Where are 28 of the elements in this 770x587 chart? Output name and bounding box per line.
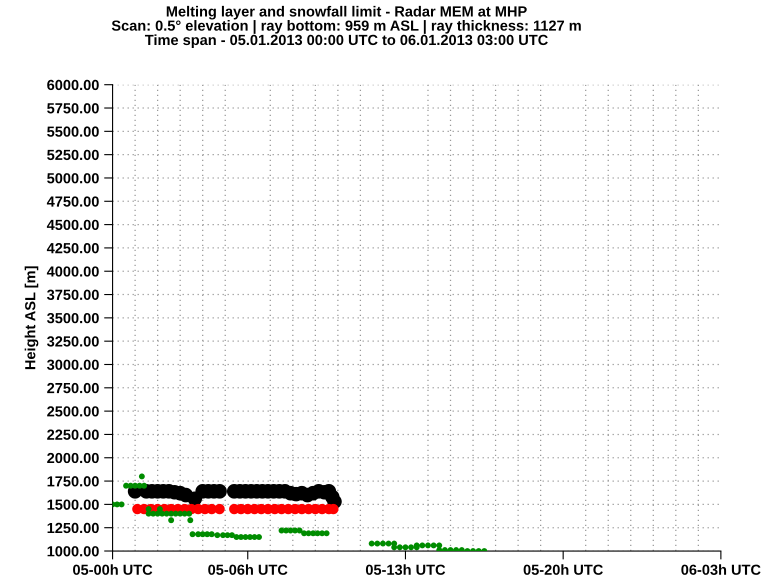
y-tick-label: 2250.00 [47, 430, 99, 440]
y-tick-label: 6000.00 [47, 80, 99, 90]
y-tick-label: 4250.00 [46, 243, 99, 254]
x-tick-label: 06-03h UTC [681, 564, 761, 575]
x-tick-label: 05-13h UTC [366, 564, 446, 575]
y-tick-label: 5000.00 [47, 173, 99, 184]
y-tick-label: 5500.00 [47, 126, 99, 137]
y-tick-label: 1500.00 [48, 499, 99, 510]
y-tick-label: 3500.00 [47, 312, 99, 324]
x-tick-label: 05-00h UTC [73, 564, 152, 575]
y-tick-label: 4750.00 [46, 196, 99, 207]
x-tick-label: 05-06h UTC [208, 564, 288, 575]
y-tick-label: 2000.00 [47, 452, 99, 464]
y-axis-title: Height ASL [m] [24, 266, 38, 370]
y-tick-label: 4500.00 [46, 220, 99, 230]
x-tick-label: 05-20h UTC [524, 564, 603, 575]
y-tick-label: 1250.00 [48, 522, 99, 534]
y-tick-label: 3750.00 [47, 290, 99, 300]
y-tick-label: 1750.00 [48, 476, 99, 486]
chart-title: Melting layer and snowfall limit - Radar MEM at MHP Scan: 0.5° elevation | ray bottom: 959 m ASL | ray thickness: 1127 m Time span - 05.01.2013 00:00 UTC to 06.01.2013 03:00 UTC [112, 6, 581, 48]
y-tick-label: 1000.00 [48, 546, 99, 556]
y-tick-label: 4000.00 [46, 266, 99, 277]
y-tick-label: 3000.00 [47, 360, 99, 370]
y-tick-label: 3250.00 [47, 336, 99, 347]
y-tick-label: 2750.00 [47, 382, 99, 394]
y-tick-label: 2500.00 [47, 406, 99, 417]
y-tick-label: 5250.00 [47, 150, 99, 160]
y-tick-label: 5750.00 [47, 103, 99, 114]
